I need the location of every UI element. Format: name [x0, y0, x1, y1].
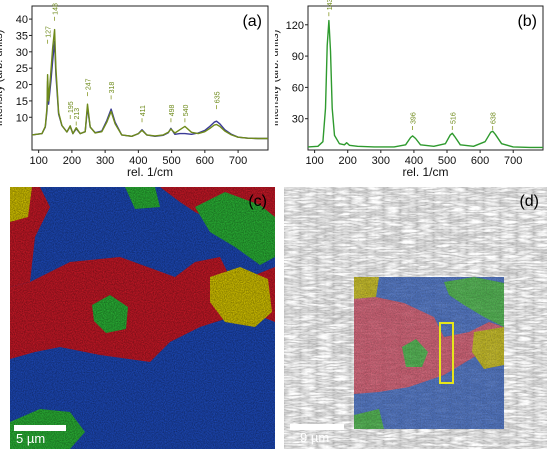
y-tick-label: 20	[16, 80, 28, 92]
x-tick-label: 400	[405, 155, 423, 167]
peak-label: 213	[74, 108, 81, 120]
raman-map-panel-c: (c) 5 µm	[10, 187, 275, 449]
x-tick-label: 300	[96, 155, 114, 167]
y-tick-label: 40	[16, 14, 28, 26]
peak-label: 247	[86, 78, 93, 90]
y-tick-label: 15	[16, 96, 28, 108]
peak-label: 498	[169, 104, 176, 116]
plot-frame	[31, 5, 269, 151]
x-tick-label: 200	[63, 155, 81, 167]
scale-bar	[14, 425, 66, 431]
x-axis-label: rel. 1/cm	[402, 165, 448, 179]
spectrum-panel-a: 100 200 300 400 500 600 700 10 15 20 25 30 35 40 rel. …	[0, 0, 275, 182]
spectrum-line	[31, 28, 268, 140]
y-tick-label: 60	[292, 82, 304, 94]
scale-bar-label: 5 µm	[16, 431, 46, 446]
line-scan-marker	[439, 322, 454, 384]
peak-label: 638	[491, 112, 498, 124]
y-tick-label: 35	[16, 30, 28, 42]
x-axis-label: rel. 1/cm	[127, 165, 173, 179]
peak-label: 411	[140, 105, 147, 116]
y-tick-label: 10	[16, 112, 28, 124]
y-tick-label: 30	[16, 47, 28, 59]
noise-texture	[354, 277, 504, 429]
sem-image-with-overlay-d	[284, 187, 547, 449]
spectrum-chart-b: 100 200 300 400 500 600 700 30 60 90 120 rel. 1/cm I…	[269, 0, 544, 179]
peak-label: 195	[68, 101, 75, 113]
peak-label: 127	[46, 26, 53, 38]
raman-phase-map-c	[10, 187, 275, 449]
panel-label: (a)	[242, 13, 262, 30]
x-tick-label: 600	[471, 155, 489, 167]
spectrum-line	[307, 19, 543, 149]
panel-label: (b)	[517, 13, 537, 30]
x-tick-label: 700	[229, 155, 247, 167]
x-tick-label: 100	[29, 155, 47, 167]
peak-label: 148	[53, 3, 60, 15]
phase-overlay	[354, 277, 504, 429]
peak-label: 318	[109, 82, 116, 94]
y-axis-label: Intensity (arb. units)	[0, 30, 5, 127]
spectrum-panel-b: 100 200 300 400 500 600 700 30 60 90 120 rel. 1/cm I…	[269, 0, 550, 182]
y-tick-label: 90	[292, 51, 304, 63]
noise-texture	[10, 187, 275, 449]
x-tick-label: 100	[305, 155, 323, 167]
peak-label: 516	[450, 112, 457, 124]
spectrum-chart-a: 100 200 300 400 500 600 700 10 15 20 25 30 35 40 rel. …	[0, 3, 269, 179]
peak-label: 143	[327, 0, 334, 10]
x-tick-label: 200	[339, 155, 357, 167]
plot-frame	[307, 5, 544, 151]
y-tick-label: 120	[286, 20, 304, 32]
panel-label-c: (c)	[248, 193, 267, 210]
peak-label: 635	[214, 91, 221, 103]
x-tick-label: 500	[438, 155, 456, 167]
scale-bar	[290, 424, 344, 430]
y-tick-label: 30	[292, 114, 304, 126]
x-tick-label: 500	[162, 155, 180, 167]
y-axis-label: Intensity (arb. units)	[275, 30, 281, 127]
panel-label-d: (d)	[519, 193, 539, 210]
peak-label: 396	[411, 112, 418, 124]
x-tick-label: 300	[372, 155, 390, 167]
x-tick-label: 700	[504, 155, 522, 167]
peak-label: 540	[183, 104, 190, 116]
x-tick-label: 600	[196, 155, 214, 167]
sem-overlay-panel-d: (d) 9 µm	[284, 187, 547, 449]
y-tick-label: 25	[16, 63, 28, 75]
scale-bar-label: 9 µm	[300, 430, 330, 445]
x-tick-label: 400	[129, 155, 147, 167]
